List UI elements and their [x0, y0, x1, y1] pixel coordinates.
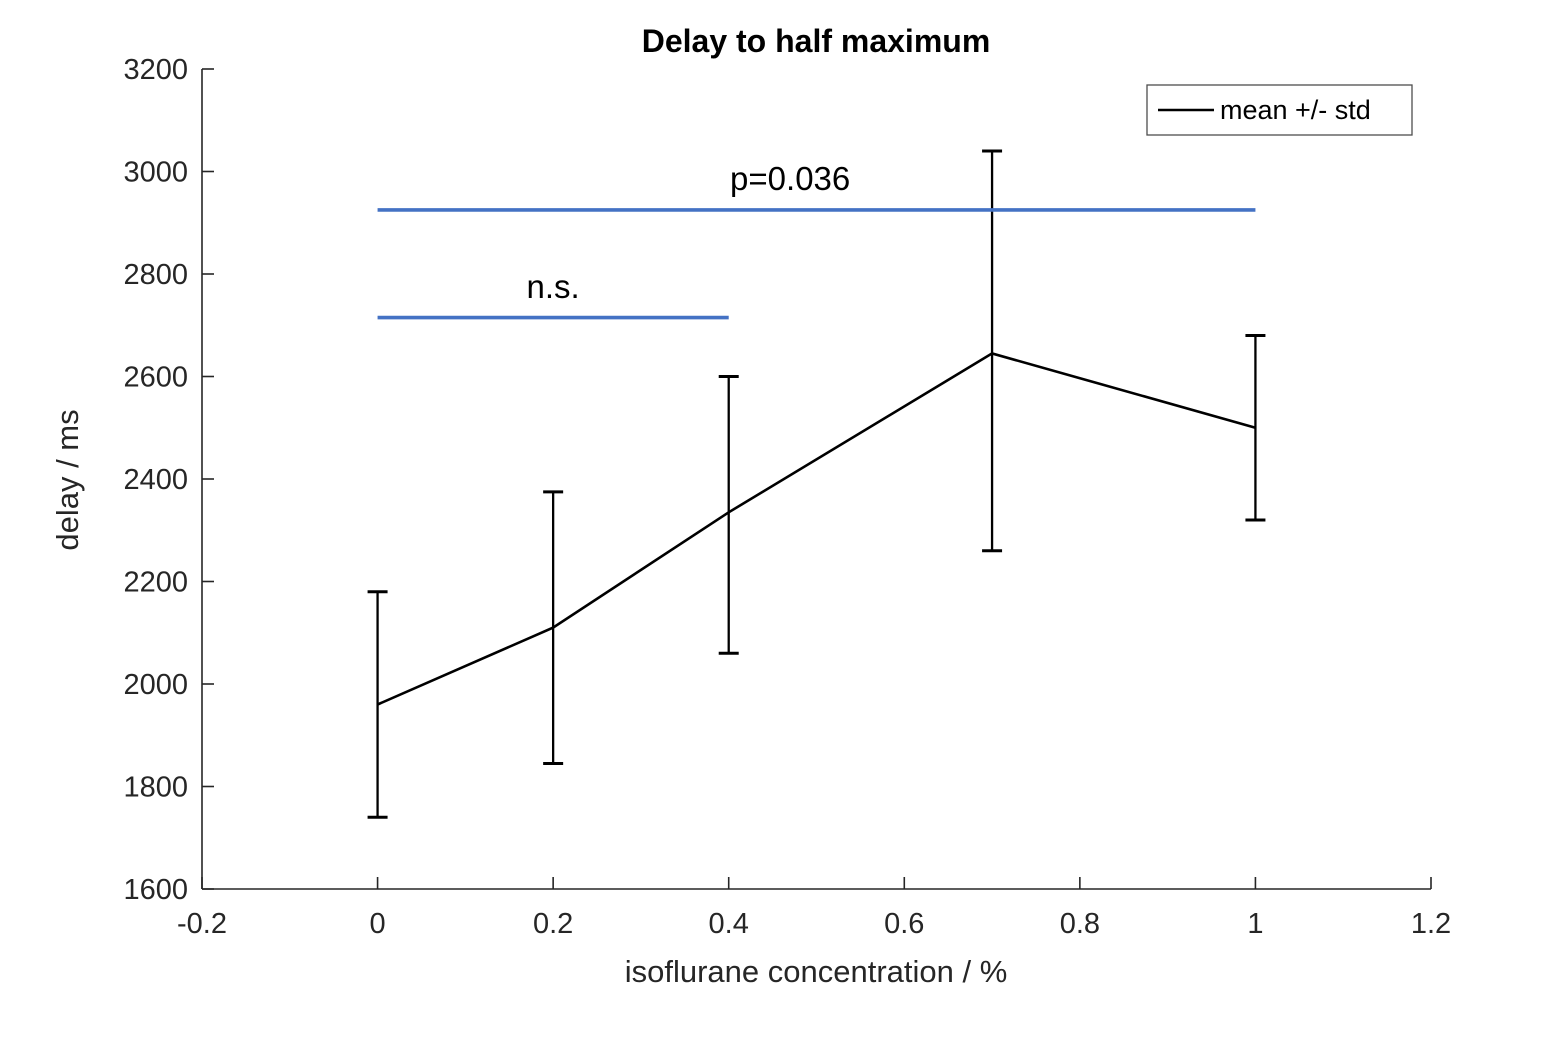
x-tick-label: -0.2 [177, 908, 227, 940]
y-tick-label: 3200 [123, 54, 188, 86]
error-bar [982, 149, 1003, 553]
chart-title: Delay to half maximum [642, 23, 991, 59]
y-tick-label: 3000 [123, 157, 188, 189]
significance-label: n.s. [527, 268, 580, 305]
x-axis-label: isoflurane concentration / % [625, 954, 1008, 989]
x-tick-label: 1.2 [1411, 908, 1451, 940]
y-tick-label: 2400 [123, 464, 188, 496]
x-tick-label: 0.4 [709, 908, 749, 940]
x-tick-label: 1 [1247, 908, 1263, 940]
error-bars [367, 149, 1266, 819]
significance-label: p=0.036 [730, 160, 850, 197]
mean-line-group [377, 352, 1256, 706]
legend-entry-label: mean +/- std [1220, 95, 1371, 125]
y-tick-label: 2000 [123, 669, 188, 701]
y-tick-label: 1800 [123, 772, 188, 804]
x-ticks [201, 877, 1432, 889]
y-tick-label: 1600 [123, 874, 188, 906]
significance-annotations: p=0.036 n.s. [377, 160, 1256, 320]
y-ticks [202, 68, 214, 890]
x-tick-labels: -0.2 0 0.2 0.4 0.6 0.8 1 1.2 [177, 908, 1451, 940]
x-tick-label: 0 [370, 908, 386, 940]
x-tick-label: 0.6 [884, 908, 924, 940]
y-axis-label: delay / ms [50, 409, 85, 550]
y-tick-label: 2800 [123, 259, 188, 291]
mean-line [377, 352, 1256, 706]
y-tick-label: 2600 [123, 362, 188, 394]
legend: mean +/- std [1146, 84, 1413, 136]
error-bar [718, 375, 739, 655]
y-tick-labels: 1600 1800 2000 2200 2400 2600 2800 3000 3200 [123, 54, 188, 906]
x-tick-label: 0.2 [533, 908, 573, 940]
x-tick-label: 0.8 [1060, 908, 1100, 940]
y-tick-label: 2200 [123, 567, 188, 599]
